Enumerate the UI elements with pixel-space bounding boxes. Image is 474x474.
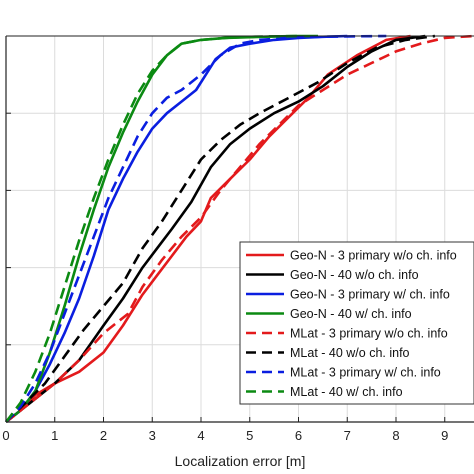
series-line xyxy=(4,34,299,423)
legend-label: Geo-N - 40 w/ ch. info xyxy=(290,307,412,321)
series-line xyxy=(5,34,387,423)
x-tick-label: 5 xyxy=(246,428,253,443)
series-line xyxy=(5,34,436,423)
series-line xyxy=(5,34,474,424)
legend-label: MLat - 3 primary w/o ch. info xyxy=(290,327,448,341)
x-tick-labels: 0 1 2 3 4 5 6 7 8 9 xyxy=(2,428,448,443)
x-tick-label: 2 xyxy=(100,428,107,443)
legend-label: MLat - 40 w/ ch. info xyxy=(290,385,403,399)
x-axis-title: Localization error [m] xyxy=(175,453,306,469)
x-tick-label: 4 xyxy=(197,428,204,443)
x-tick-label: 3 xyxy=(149,428,156,443)
series-line xyxy=(5,34,411,424)
x-tick-label: 8 xyxy=(392,428,399,443)
x-tick-label: 6 xyxy=(295,428,302,443)
x-tick-label: 1 xyxy=(51,428,58,443)
legend-label: Geo-N - 3 primary w/ ch. info xyxy=(290,288,450,302)
legend-label: Geo-N - 3 primary w/o ch. info xyxy=(290,249,457,263)
legend-box xyxy=(239,241,474,405)
legend-label: MLat - 3 primary w/ ch. info xyxy=(290,366,441,380)
x-tick-label: 9 xyxy=(441,428,448,443)
series-line xyxy=(5,34,318,424)
axes xyxy=(5,35,474,423)
legend-label: Geo-N - 40 w/o ch. info xyxy=(290,268,419,282)
series-lines xyxy=(4,34,474,424)
legend: Geo-N - 3 primary w/o ch. info Geo-N - 40… xyxy=(239,241,474,405)
x-tick-label: 7 xyxy=(344,428,351,443)
x-tick-label: 0 xyxy=(2,428,9,443)
series-line xyxy=(5,34,348,424)
legend-label: MLat - 40 w/o ch. info xyxy=(290,346,410,360)
